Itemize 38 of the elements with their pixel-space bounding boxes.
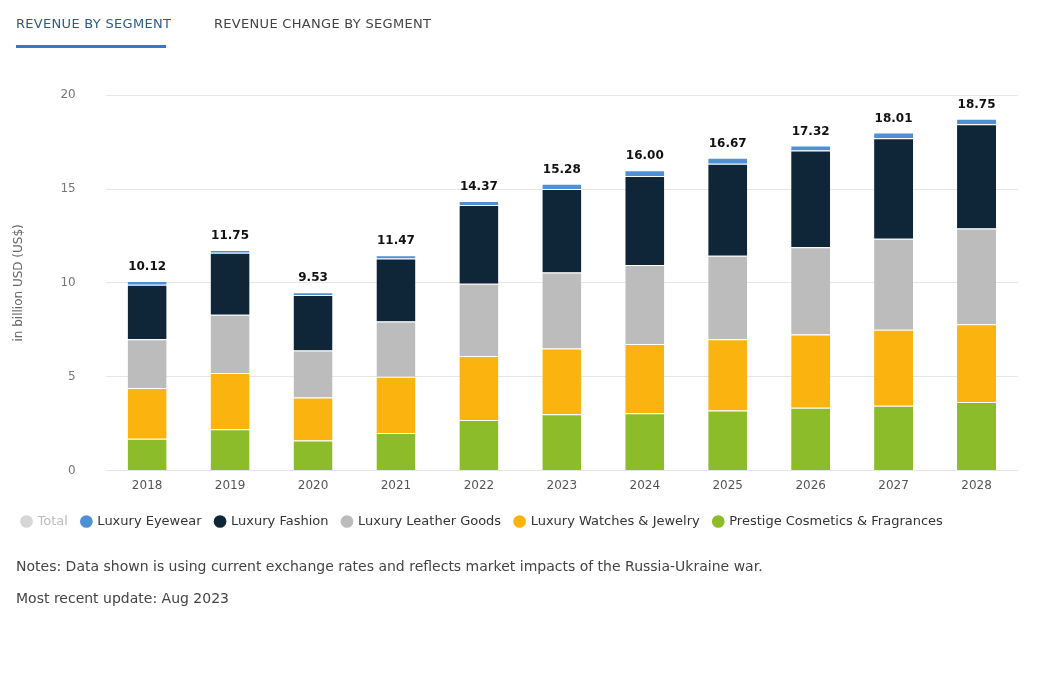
total-label: 15.28 (542, 161, 581, 176)
x-tick-label: 2026 (795, 477, 826, 492)
y-axis-title: in billion USD (US$) (11, 224, 26, 342)
legend-label: Prestige Cosmetics & Fragrances (729, 512, 944, 528)
y-tick-label: 20 (60, 87, 76, 102)
total-label: 11.75 (211, 228, 250, 243)
legend-label: Luxury Eyewear (97, 512, 203, 528)
legend-label: Luxury Fashion (231, 512, 329, 528)
x-tick-label: 2027 (878, 477, 909, 492)
x-tick-label: 2025 (712, 477, 743, 492)
x-tick-label: 2023 (546, 477, 578, 492)
total-label: 18.75 (957, 96, 996, 111)
total-label: 16.00 (625, 148, 664, 163)
x-tick-label: 2021 (380, 477, 412, 492)
total-label: 10.12 (128, 259, 167, 274)
legend-label: Luxury Leather Goods (357, 512, 502, 528)
y-tick-label: 0 (68, 462, 76, 477)
x-tick-label: 2022 (463, 477, 495, 492)
total-label: 16.67 (708, 135, 747, 150)
x-tick-label: 2019 (214, 477, 246, 492)
x-tick-label: 2024 (629, 477, 661, 492)
y-tick-label: 5 (68, 368, 76, 383)
text: Most recent update: Aug 2023 (16, 590, 230, 606)
chart-title: REVENUE BY SEGMENT (16, 16, 172, 33)
x-tick-label: 2028 (961, 477, 992, 492)
text: Notes: Data shown is using current exchange rates and reflects market impacts of the Russia-Ukraine war. (16, 558, 764, 574)
total-label: 14.37 (459, 179, 498, 193)
total-label: 18.01 (874, 110, 913, 125)
x-tick-label: 2018 (131, 477, 163, 492)
x-tick-label: 2020 (297, 477, 329, 492)
total-label: 9.53 (298, 270, 328, 285)
total-label: 11.47 (376, 233, 415, 248)
y-tick-label: 10 (60, 275, 76, 290)
y-tick-label: 15 (60, 181, 76, 196)
total-label: 17.32 (791, 123, 830, 138)
legend-label: Total (36, 512, 68, 528)
chart-subtitle: REVENUE CHANGE BY SEGMENT (214, 16, 432, 33)
legend-label: Luxury Watches & Jewelry (530, 512, 701, 528)
